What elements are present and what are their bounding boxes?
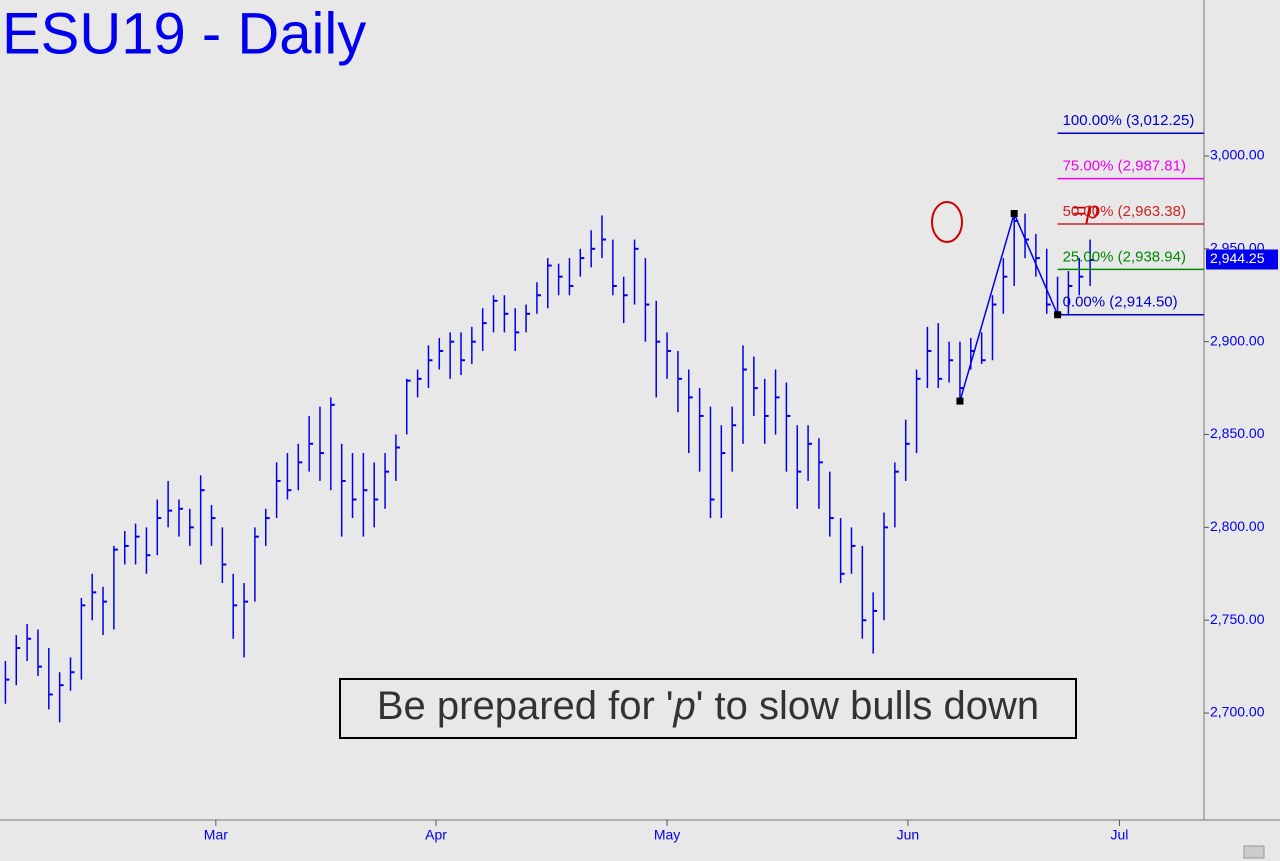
annotation-part: p — [673, 684, 696, 728]
y-tick-label: 2,750.00 — [1210, 611, 1265, 627]
x-tick-label: Apr — [425, 827, 447, 843]
fib-label: 50.00% (2,963.38) — [1063, 203, 1186, 220]
scrollbar-thumb[interactable] — [1243, 845, 1265, 859]
last-price-box — [1206, 249, 1278, 270]
pattern-point — [1054, 311, 1062, 319]
fib-label: 75.00% (2,987.81) — [1063, 158, 1186, 175]
y-tick-label: 2,900.00 — [1210, 332, 1265, 348]
fib-label: 25.00% (2,938.94) — [1063, 248, 1186, 265]
target-label: =p — [1072, 197, 1099, 224]
annotation: Be prepared for 'p' to slow bulls down — [377, 684, 1039, 728]
annotation-part: ' to slow bulls down — [696, 684, 1039, 728]
y-tick-label: 2,850.00 — [1210, 425, 1265, 441]
y-tick-label: 2,700.00 — [1210, 704, 1265, 720]
pattern-point — [1010, 210, 1018, 218]
x-tick-label: Jul — [1110, 827, 1128, 843]
annotation-box — [339, 678, 1077, 739]
chart-title: ESU19 - Daily — [2, 1, 366, 66]
last-price-label: 2,944.25 — [1210, 250, 1265, 266]
x-tick-label: Mar — [204, 827, 228, 843]
pattern-point — [956, 397, 964, 405]
x-tick-label: May — [654, 827, 680, 843]
y-tick-label: 3,000.00 — [1210, 147, 1265, 163]
fib-label: 0.00% (2,914.50) — [1063, 294, 1178, 311]
x-tick-label: Jun — [897, 827, 920, 843]
annotation-part: Be prepared for ' — [377, 684, 674, 728]
y-tick-label: 2,800.00 — [1210, 518, 1265, 534]
fib-label: 100.00% (3,012.25) — [1063, 112, 1195, 129]
target-circle — [931, 200, 963, 243]
